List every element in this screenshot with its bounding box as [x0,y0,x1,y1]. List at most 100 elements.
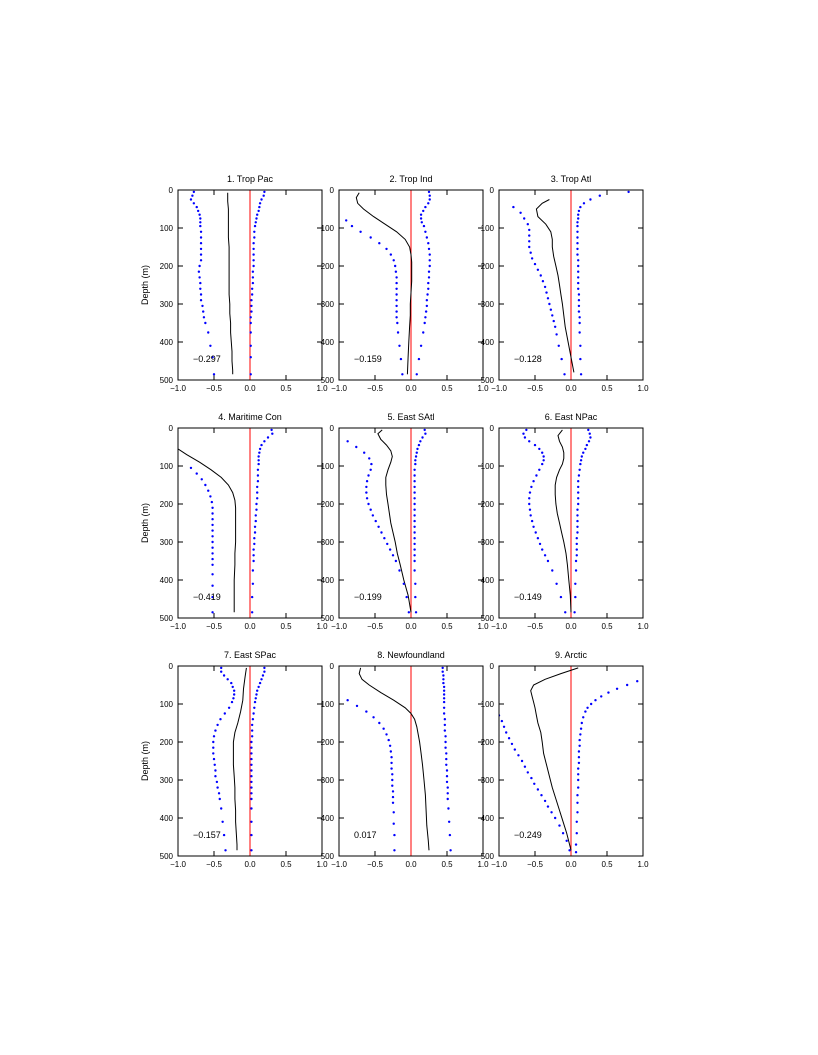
bound-point [578,321,581,325]
bound-point [391,795,395,799]
bound-point [528,502,531,506]
bound-point [543,285,547,289]
mean-profile-line [232,667,247,851]
bound-point [536,788,540,791]
x-tick-label: 0.5 [441,860,453,869]
y-tick-label: 300 [481,538,495,547]
y-tick-label: 300 [481,300,495,309]
bound-point [378,242,381,245]
bound-point [395,287,398,290]
panel-frame [177,427,323,619]
bound-point [542,455,545,458]
bound-point [557,344,560,347]
x-tick-label: 0.5 [601,860,613,869]
bound-point [395,281,398,285]
y-tick-label: 300 [321,538,335,547]
x-tick-label: −0.5 [206,384,222,393]
bound-point [401,373,404,376]
bound-point [211,584,214,587]
bound-point [270,428,273,432]
bound-point [251,582,255,585]
x-tick-label: −0.5 [367,622,383,631]
bound-point [370,462,373,466]
bound-point [419,213,423,216]
bound-point [232,697,235,700]
bound-point [395,293,398,296]
x-tick-label: 0.0 [405,622,417,631]
bound-point [445,757,448,761]
x-tick-label: 0.5 [280,860,292,869]
y-tick-label: 0 [169,424,174,433]
bound-point [574,843,578,846]
panel-title: 5. East SAtl [387,412,434,422]
bound-point [391,790,395,793]
bound-point [365,480,369,483]
y-axis-label: Depth (m) [140,503,150,543]
bound-point [191,194,194,197]
bound-point [550,811,553,814]
bound-point [565,839,568,842]
bound-point [359,230,362,233]
x-tick-label: 1.0 [637,860,649,869]
bound-point [391,784,394,787]
bound-point [250,287,254,290]
bound-point [445,763,448,766]
bound-point [446,797,449,801]
bound-point [579,459,583,462]
bound-point [250,723,254,727]
bound-point [211,563,214,566]
y-tick-label: 100 [321,224,335,233]
bound-point [607,691,610,694]
bound-point [446,786,449,789]
bound-point [217,792,221,795]
bound-point [577,491,580,494]
bound-point [385,733,388,736]
bound-point [413,537,416,540]
bound-point [528,440,531,443]
bound-point [533,443,537,447]
bound-point [542,459,545,462]
bound-point [211,573,214,576]
bound-point [201,304,204,308]
bound-point [577,281,580,285]
bound-point [257,462,260,466]
bound-point [532,525,535,528]
bound-point [389,253,393,256]
bound-point [271,432,274,435]
bound-point [252,712,255,715]
bound-point [579,462,582,466]
y-tick-label: 500 [160,376,174,385]
bound-point [417,443,421,447]
bound-point [576,247,579,251]
bound-point [513,748,517,751]
bound-point [580,721,583,725]
bound-point [252,247,255,251]
bound-point [199,230,203,233]
bound-point [502,725,506,728]
bound-point [541,462,544,466]
bound-point [444,746,447,749]
bound-point [442,697,446,700]
bound-point [551,569,554,572]
bound-point [255,502,258,506]
panel-title: 4. Maritime Con [218,412,282,422]
bound-point [413,514,416,517]
panel-value-annotation: −0.297 [193,354,221,364]
bound-point [594,699,597,702]
bound-point [198,276,201,279]
bound-point [575,820,578,823]
bound-point [425,304,429,308]
bound-point [256,474,260,477]
bound-point [417,357,421,361]
bound-point [538,468,541,471]
bound-point [424,432,427,435]
x-tick-label: −0.5 [527,384,543,393]
bound-point [589,436,592,439]
y-tick-label: 0 [330,662,335,671]
bound-point [250,775,253,778]
bound-point [392,811,395,814]
bound-point [414,582,417,585]
x-tick-label: 1.0 [316,622,328,631]
mean-profile-line [358,667,430,851]
bound-point [396,331,400,334]
